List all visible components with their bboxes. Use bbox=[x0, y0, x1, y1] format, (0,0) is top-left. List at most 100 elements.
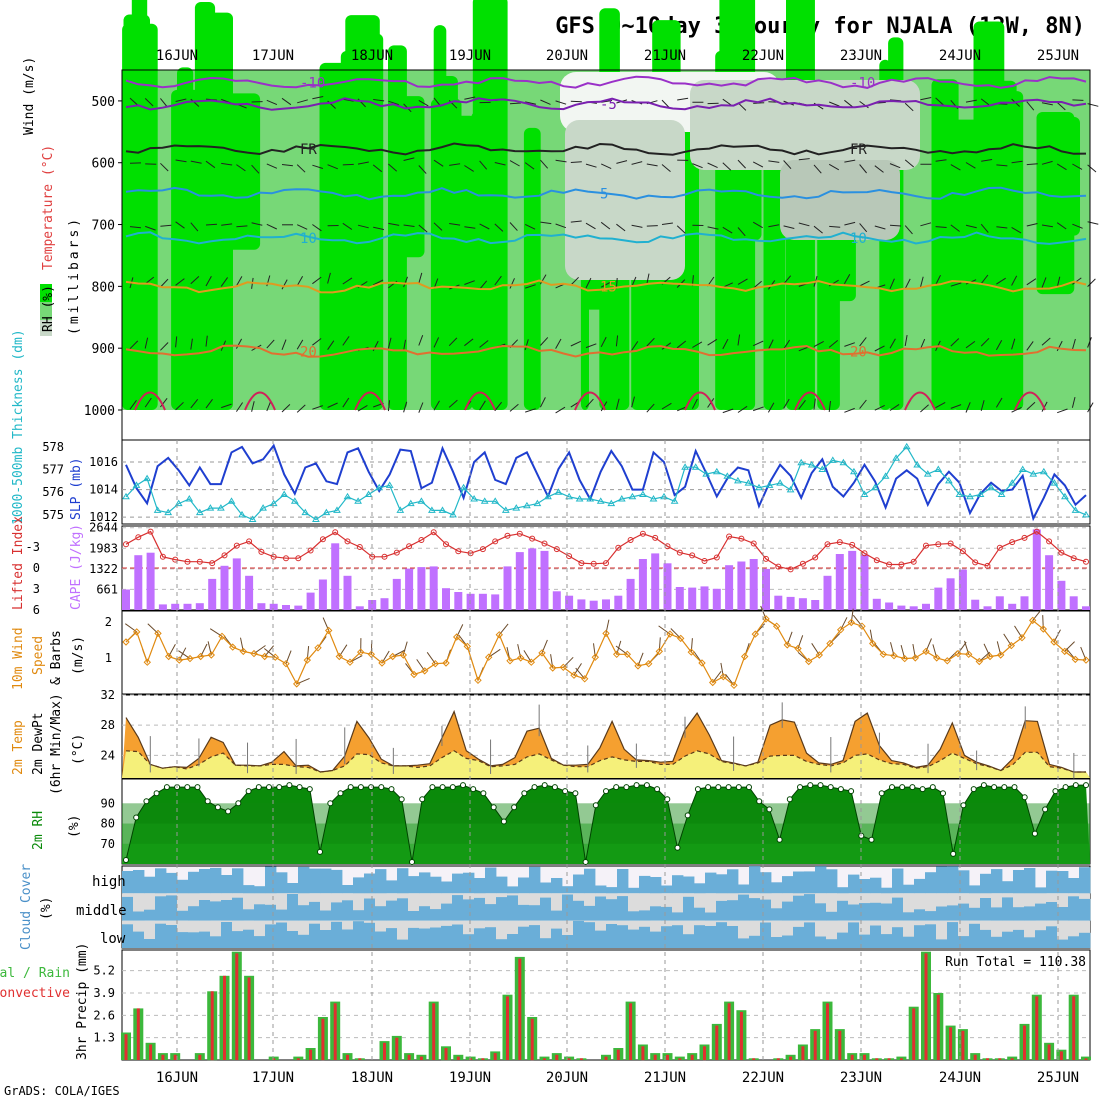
temp-units-label: (°C) bbox=[71, 734, 86, 765]
rh2m-band bbox=[122, 803, 1090, 864]
wind-barb bbox=[357, 161, 369, 165]
cloud-cover-cell bbox=[595, 930, 607, 948]
cloud-cover-cell bbox=[936, 939, 948, 948]
rh2m-point bbox=[470, 786, 477, 793]
wind10m-panel: 12 bbox=[105, 605, 1091, 695]
lifted-index-point bbox=[172, 556, 179, 563]
date-label-top: 21JUN bbox=[644, 48, 686, 64]
cloud-cover-cell bbox=[287, 931, 299, 948]
precip-tick-label: 5.2 bbox=[93, 964, 115, 978]
cloud-cover-cell bbox=[617, 925, 629, 948]
wind-barb bbox=[297, 99, 308, 104]
rh2m-point bbox=[756, 798, 763, 805]
temp-tick-label: 28 bbox=[101, 718, 115, 732]
cape-bar bbox=[331, 543, 340, 610]
wind-barb bbox=[251, 401, 255, 412]
precip-convective-bar bbox=[1047, 1044, 1051, 1060]
wind-barb bbox=[281, 164, 293, 167]
cape-bar bbox=[602, 599, 610, 610]
cloud-cover-cell bbox=[199, 931, 211, 948]
cloud-cover-cell bbox=[650, 877, 662, 894]
wind-speed-point bbox=[367, 650, 376, 659]
rh-dry-patch bbox=[780, 160, 900, 240]
thickness-point bbox=[343, 492, 352, 500]
wind-barb bbox=[388, 222, 400, 226]
wind-side-labels: 10m Wind Speed & Barbs (m/s) bbox=[11, 627, 86, 690]
thickness-point bbox=[871, 483, 879, 491]
wind-barb bbox=[920, 97, 932, 101]
cloud-cover-cell bbox=[870, 902, 882, 921]
wind-barb bbox=[312, 224, 322, 232]
lifted-index-point bbox=[836, 539, 843, 546]
cape-bar bbox=[638, 559, 647, 610]
cloud-cover-cell bbox=[980, 873, 992, 894]
wind-barb bbox=[160, 397, 168, 408]
thickness-point bbox=[723, 472, 732, 479]
precip-convective-bar bbox=[210, 991, 214, 1061]
wind-barb bbox=[768, 224, 780, 228]
precip-convective-bar bbox=[419, 1056, 423, 1060]
precip-convective-bar bbox=[801, 1046, 805, 1061]
wind-speed-point bbox=[719, 672, 728, 681]
thickness-point bbox=[227, 497, 236, 504]
lifted-index-point bbox=[898, 561, 905, 568]
cape-bar bbox=[528, 548, 537, 610]
cloud-cover-cell bbox=[606, 887, 618, 894]
precip-convective-bar bbox=[149, 1044, 153, 1060]
wind-barb bbox=[221, 223, 233, 226]
wind-barb bbox=[221, 403, 232, 409]
precip-convective-bar bbox=[1010, 1058, 1014, 1060]
lifted-index-point bbox=[356, 544, 363, 550]
date-label-bottom: 20JUN bbox=[546, 1070, 588, 1086]
upper-air-side-labels: Wind (m/s) Temperature (°C) RH (%) (mill… bbox=[22, 57, 82, 335]
wind-barb bbox=[296, 404, 306, 413]
upper-mb-label: (millibars) bbox=[67, 216, 82, 335]
wind-speed-point bbox=[346, 658, 354, 666]
rh2m-point bbox=[766, 806, 773, 813]
wind-barb bbox=[464, 280, 475, 285]
wind-barb bbox=[767, 402, 775, 413]
precip-convective-bar bbox=[678, 1058, 682, 1060]
wind-barb bbox=[980, 400, 985, 412]
wind10m-label: 10m Wind bbox=[11, 627, 26, 690]
wind-barb bbox=[129, 340, 139, 350]
cloud-bg-cell bbox=[1068, 920, 1079, 948]
cloud-cover-cell bbox=[463, 872, 475, 894]
li-tick-label: 0 bbox=[33, 561, 40, 575]
cloud-cover-cell bbox=[430, 927, 442, 948]
date-label-top: 17JUN bbox=[252, 48, 294, 64]
cape-bar bbox=[220, 565, 229, 610]
cloud-cover-cell bbox=[331, 869, 343, 894]
rh-moist-patch bbox=[523, 127, 541, 411]
wind-barb bbox=[904, 225, 913, 235]
rh2m-point bbox=[572, 790, 579, 797]
wind-barb bbox=[737, 278, 748, 285]
cloud-cover-cell bbox=[430, 876, 442, 894]
cloud-cover-cell bbox=[375, 906, 387, 921]
isotherm-label: -5 bbox=[600, 97, 617, 113]
rh2m-point bbox=[929, 784, 936, 791]
cloud-cover-cell bbox=[650, 931, 662, 948]
rh2m-tick-label: 80 bbox=[101, 817, 115, 831]
wind-barb bbox=[844, 342, 855, 347]
isotherm-line bbox=[125, 344, 1087, 358]
wind-barb bbox=[935, 274, 941, 286]
lifted-index-point bbox=[529, 535, 536, 542]
wind-speed-point bbox=[239, 647, 248, 656]
rh-moist-patch bbox=[966, 133, 980, 410]
isotherm-line bbox=[125, 186, 1087, 201]
dewpoint-area bbox=[122, 750, 1090, 778]
wind-barb bbox=[327, 402, 338, 408]
wind-speed-point bbox=[143, 658, 152, 666]
rh-legend-swatch bbox=[40, 320, 52, 336]
thickness-point bbox=[913, 461, 922, 468]
thickness-point bbox=[702, 470, 711, 477]
cape-bar bbox=[835, 554, 844, 610]
wind-barb bbox=[555, 100, 567, 105]
precip-convective-bar bbox=[776, 1058, 780, 1060]
cape-bar bbox=[269, 603, 278, 610]
wind-speed-point bbox=[634, 662, 642, 670]
rh2m-point bbox=[1083, 782, 1089, 789]
precip-convective-bar bbox=[863, 1054, 866, 1060]
rh2m-area bbox=[122, 785, 1090, 864]
